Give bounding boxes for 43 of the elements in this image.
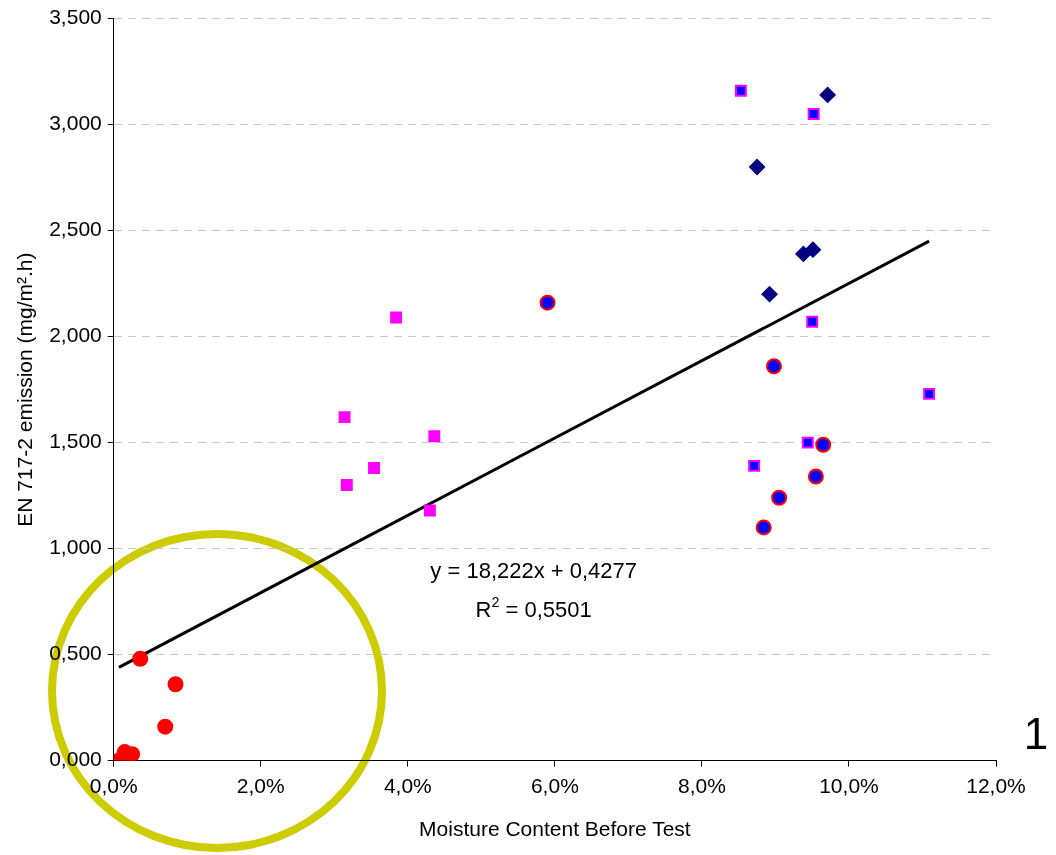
point	[423, 504, 436, 517]
point	[124, 746, 141, 761]
point	[340, 479, 353, 491]
point	[157, 718, 174, 735]
x-tick-label: 8,0%	[677, 774, 726, 797]
y-axis-title: EN 717-2 emission (mg/m².h)	[13, 252, 37, 527]
point	[539, 294, 556, 311]
point	[734, 84, 747, 97]
x-tick-label: 2,0%	[236, 774, 285, 797]
point	[771, 489, 788, 506]
point	[390, 311, 403, 324]
point	[368, 462, 380, 474]
text: 1	[1023, 708, 1049, 758]
point	[819, 86, 836, 103]
y-tick-label: 3,000	[49, 111, 102, 135]
point	[807, 468, 824, 485]
y-tick-label: 1,500	[49, 429, 102, 453]
point	[132, 650, 149, 667]
point	[755, 519, 772, 536]
x-tick-label: 0,0%	[89, 774, 138, 797]
y-tick-label: 2,500	[49, 217, 102, 241]
annotation: y = 18,222x + 0,4277	[430, 558, 638, 584]
point	[748, 459, 761, 472]
point	[923, 387, 936, 400]
x-tick-label: 10,0%	[819, 774, 879, 797]
x-tick-label: 6,0%	[530, 774, 579, 797]
y-tick-label: 1,000	[49, 535, 102, 559]
point	[167, 676, 184, 693]
point	[338, 411, 351, 424]
x-tick-label: 12,0%	[966, 774, 1026, 797]
point	[761, 286, 778, 303]
point	[795, 245, 812, 262]
point	[806, 315, 819, 328]
point	[749, 159, 766, 175]
point	[807, 108, 820, 120]
point	[801, 436, 814, 449]
point	[765, 358, 782, 375]
point	[428, 430, 441, 443]
x-axis-title: Moisture Content Before Test	[419, 817, 691, 841]
y-tick-label: 2,000	[49, 323, 102, 347]
y-tick-label: 3,500	[49, 5, 102, 29]
x-tick-label: 4,0%	[383, 774, 432, 797]
point	[815, 436, 832, 453]
